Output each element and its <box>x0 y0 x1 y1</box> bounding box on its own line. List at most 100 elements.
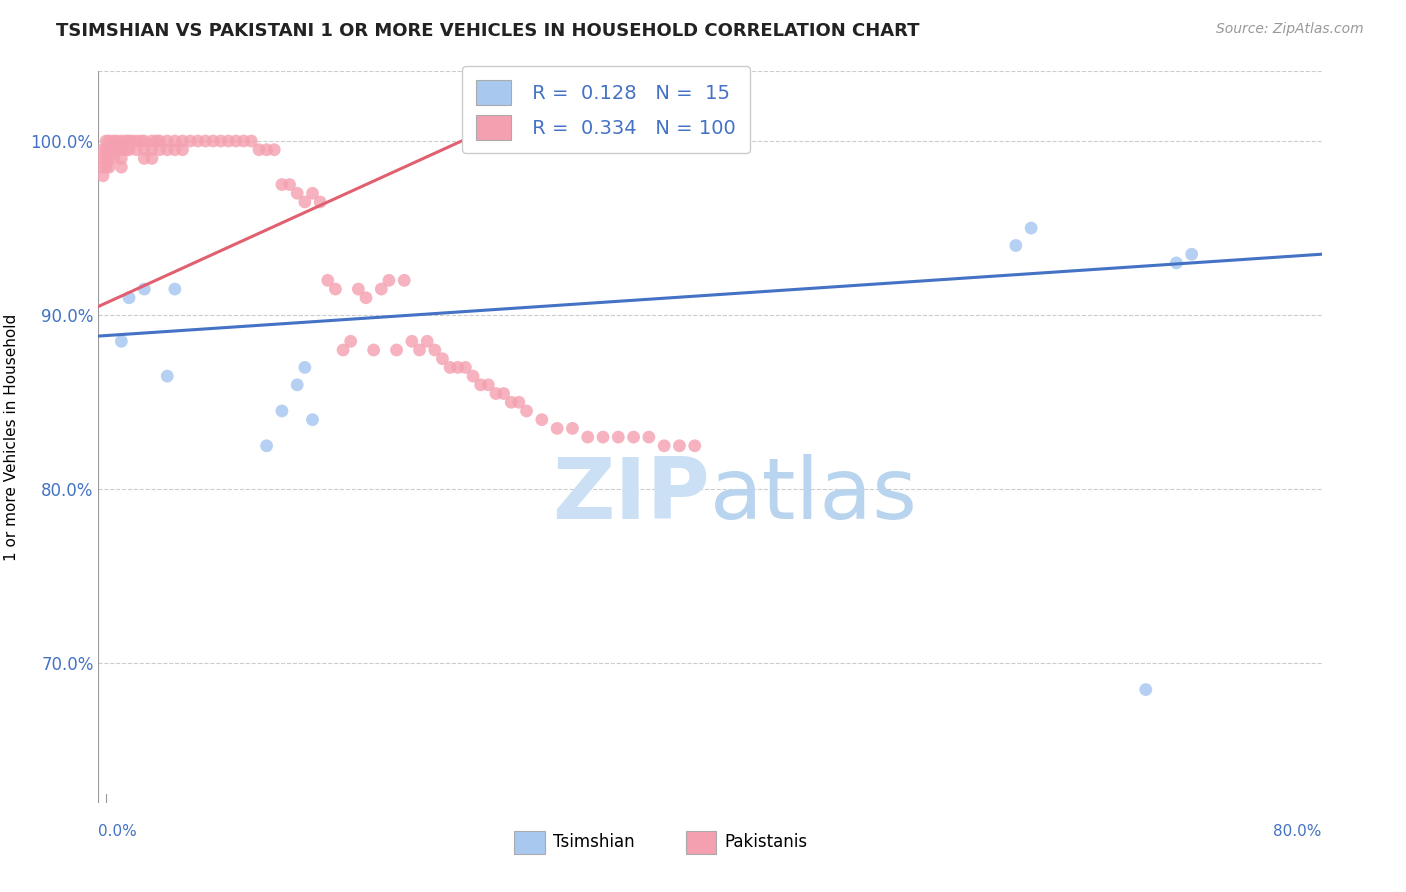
Point <box>576 430 599 444</box>
Point <box>103 143 125 157</box>
Point <box>470 377 492 392</box>
Point <box>240 134 263 148</box>
Point <box>447 360 470 375</box>
Point <box>508 395 530 409</box>
Text: Pakistanis: Pakistanis <box>724 833 808 851</box>
Point <box>141 134 163 148</box>
Point <box>1181 247 1204 261</box>
Point <box>209 134 232 148</box>
Point <box>385 343 408 357</box>
Point <box>378 273 401 287</box>
Point <box>217 134 239 148</box>
Text: TSIMSHIAN VS PAKISTANI 1 OR MORE VEHICLES IN HOUSEHOLD CORRELATION CHART: TSIMSHIAN VS PAKISTANI 1 OR MORE VEHICLE… <box>56 22 920 40</box>
Point <box>401 334 423 349</box>
Point <box>232 134 254 148</box>
Point <box>607 430 630 444</box>
Point <box>432 351 454 366</box>
Point <box>125 143 148 157</box>
Point <box>115 134 138 148</box>
Point <box>561 421 583 435</box>
Point <box>98 152 121 166</box>
Point <box>477 377 499 392</box>
Point <box>94 160 117 174</box>
Text: ZIP: ZIP <box>553 454 710 537</box>
Point <box>149 143 172 157</box>
Point <box>121 134 143 148</box>
Point <box>652 439 675 453</box>
Point <box>256 439 278 453</box>
Point <box>134 282 156 296</box>
Point <box>179 134 201 148</box>
Point <box>592 430 614 444</box>
Text: Tsimshian: Tsimshian <box>554 833 636 851</box>
Point <box>270 178 294 192</box>
Point <box>347 282 370 296</box>
Point <box>105 143 128 157</box>
Point <box>91 160 114 174</box>
Point <box>156 134 179 148</box>
Point <box>91 169 114 183</box>
Point <box>270 404 294 418</box>
Point <box>354 291 377 305</box>
Point <box>247 143 270 157</box>
Point <box>141 143 163 157</box>
Point <box>485 386 508 401</box>
Point <box>129 134 152 148</box>
Text: 80.0%: 80.0% <box>1274 823 1322 838</box>
Point <box>163 282 186 296</box>
Point <box>546 421 568 435</box>
Point <box>156 143 179 157</box>
Point <box>105 134 128 148</box>
Legend:  R =  0.128   N =  15,  R =  0.334   N = 100: R = 0.128 N = 15, R = 0.334 N = 100 <box>463 66 749 153</box>
Point <box>110 152 132 166</box>
Point <box>263 143 285 157</box>
Point <box>325 282 347 296</box>
Point <box>301 186 323 201</box>
Point <box>530 412 553 426</box>
Point <box>134 134 156 148</box>
Point <box>163 134 186 148</box>
Text: 0.0%: 0.0% <box>98 823 138 838</box>
Point <box>103 152 125 166</box>
Point <box>125 134 148 148</box>
Point <box>309 194 332 209</box>
Point <box>134 152 156 166</box>
Point <box>91 143 114 157</box>
FancyBboxPatch shape <box>686 830 716 854</box>
Point <box>172 143 194 157</box>
Point <box>1004 238 1026 252</box>
Point <box>110 334 132 349</box>
Point <box>408 343 430 357</box>
FancyBboxPatch shape <box>515 830 546 854</box>
Point <box>454 360 477 375</box>
Point <box>91 152 114 166</box>
Point <box>668 439 690 453</box>
Y-axis label: 1 or more Vehicles in Household: 1 or more Vehicles in Household <box>4 313 20 561</box>
Point <box>118 134 141 148</box>
Point <box>115 143 138 157</box>
Point <box>278 178 301 192</box>
Point <box>110 143 132 157</box>
Point <box>501 395 523 409</box>
Point <box>118 291 141 305</box>
Point <box>332 343 354 357</box>
Point <box>1019 221 1042 235</box>
Point <box>98 160 121 174</box>
Point <box>187 134 209 148</box>
Text: atlas: atlas <box>710 454 918 537</box>
Point <box>516 404 538 418</box>
Point <box>439 360 461 375</box>
Point <box>172 134 194 148</box>
Point <box>316 273 339 287</box>
Point <box>637 430 661 444</box>
Point <box>285 377 308 392</box>
Point <box>194 134 217 148</box>
Point <box>118 143 141 157</box>
Point <box>110 134 132 148</box>
Point <box>294 360 316 375</box>
Point <box>98 143 121 157</box>
Text: Source: ZipAtlas.com: Source: ZipAtlas.com <box>1216 22 1364 37</box>
Point <box>149 134 172 148</box>
Point <box>370 282 392 296</box>
Point <box>683 439 706 453</box>
